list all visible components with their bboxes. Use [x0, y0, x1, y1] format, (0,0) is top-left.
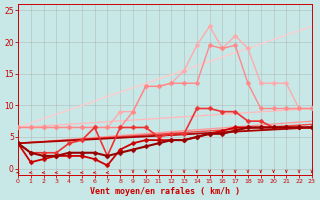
X-axis label: Vent moyen/en rafales ( km/h ): Vent moyen/en rafales ( km/h ) [90, 187, 240, 196]
